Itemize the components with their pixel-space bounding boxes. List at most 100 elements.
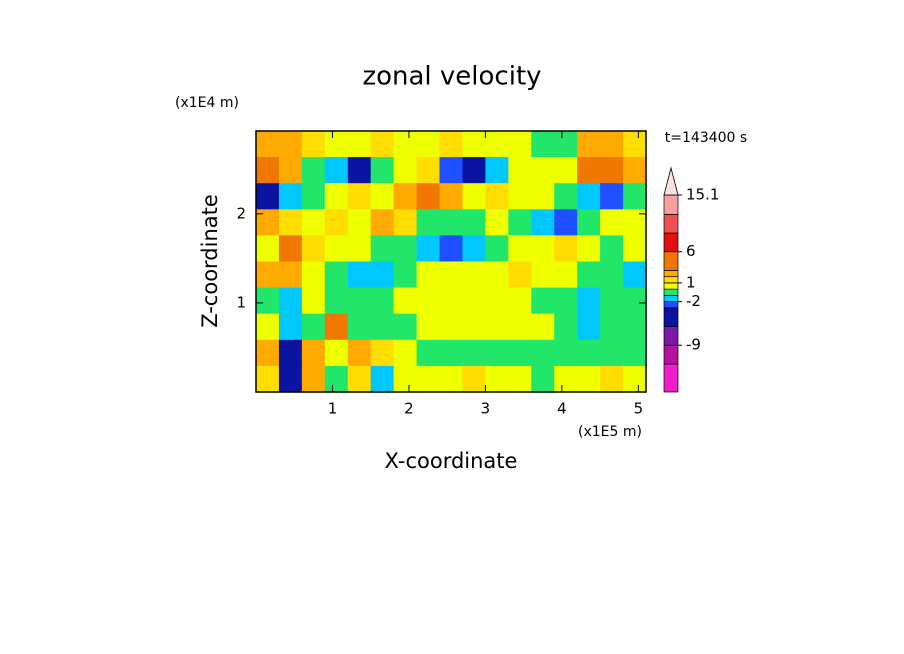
field-cell — [301, 209, 326, 236]
field-cell — [416, 287, 441, 315]
field-cell — [393, 313, 418, 341]
colorbar-arrow — [663, 166, 679, 196]
field-cell — [623, 339, 647, 367]
colorbar-box — [663, 282, 679, 290]
field-cell — [531, 131, 555, 158]
colorbar-tick-label: 6 — [686, 242, 696, 260]
field-cell — [485, 339, 509, 367]
field-cell — [301, 365, 326, 393]
field-cell — [600, 209, 624, 236]
field-cell — [508, 313, 532, 341]
field-cell — [256, 235, 280, 263]
field-cell — [347, 287, 372, 315]
field-cell — [600, 365, 624, 393]
colorbar-box — [663, 301, 679, 309]
field-cell — [531, 235, 555, 263]
field-cell — [623, 235, 647, 263]
field-cell — [508, 261, 532, 289]
field-cell — [600, 261, 624, 289]
x-tick-label: 1 — [328, 400, 338, 418]
x-tick-label: 5 — [634, 400, 644, 418]
field-cell — [416, 313, 441, 341]
field-cell — [485, 313, 509, 341]
field-cell — [324, 157, 349, 184]
field-cell — [531, 157, 555, 184]
y-tick-label: 1 — [236, 293, 246, 311]
field-cell — [508, 235, 532, 263]
colorbar-box — [663, 326, 679, 346]
field-cell — [324, 339, 349, 367]
field-cell — [416, 261, 441, 289]
field-cell — [600, 183, 624, 210]
field-cell — [600, 287, 624, 315]
x-multiplier: (x1E5 m) — [578, 424, 642, 440]
field-cell — [393, 131, 418, 158]
field-cell — [577, 287, 601, 315]
field-cell — [256, 131, 280, 158]
field-cell — [554, 131, 578, 158]
colorbar-tick-label: 15.1 — [686, 186, 719, 204]
field-cell — [347, 365, 372, 393]
field-cell — [554, 339, 578, 367]
field-cell — [416, 183, 441, 210]
field-cell — [623, 261, 647, 289]
field-cell — [393, 261, 418, 289]
field-cell — [416, 339, 441, 367]
colorbar-box — [663, 276, 679, 284]
field-cell — [485, 365, 509, 393]
field-cell — [554, 313, 578, 341]
field-cell — [600, 339, 624, 367]
field-cell — [508, 209, 532, 236]
field-cell — [531, 287, 555, 315]
field-cell — [439, 131, 464, 158]
field-cell — [485, 287, 509, 315]
field-cell — [531, 339, 555, 367]
x-tick-label: 4 — [557, 400, 567, 418]
field-cell — [485, 261, 509, 289]
field-cell — [256, 339, 280, 367]
field-cell — [370, 235, 395, 263]
field-cell — [439, 365, 464, 393]
field-cell — [554, 183, 578, 210]
field-cell — [416, 209, 441, 236]
field-cell — [508, 131, 532, 158]
field-cell — [370, 287, 395, 315]
field-cell — [439, 235, 464, 263]
field-cell — [324, 209, 349, 236]
field-cell — [256, 157, 280, 184]
field-cell — [416, 365, 441, 393]
field-cell — [554, 209, 578, 236]
field-cell — [393, 209, 418, 236]
field-cell — [623, 365, 647, 393]
field-cell — [577, 157, 601, 184]
field-cell — [439, 157, 464, 184]
field-cell — [347, 261, 372, 289]
field-cell — [416, 235, 441, 263]
colorbar-tick-label: -9 — [686, 336, 701, 354]
field-cell — [623, 131, 647, 158]
field-cell — [508, 339, 532, 367]
field-cell — [554, 365, 578, 393]
field-cell — [278, 157, 303, 184]
field-cell — [370, 313, 395, 341]
field-cell — [393, 339, 418, 367]
field-cell — [485, 235, 509, 263]
field-cell — [439, 183, 464, 210]
field-cell — [370, 183, 395, 210]
field-cell — [347, 131, 372, 158]
field-cell — [439, 261, 464, 289]
field-cell — [278, 339, 303, 367]
field-cell — [462, 365, 487, 393]
field-cell — [554, 235, 578, 263]
field-cell — [623, 183, 647, 210]
field-cell — [508, 365, 532, 393]
colorbar-box — [663, 307, 679, 327]
field-cell — [462, 157, 487, 184]
field-cell — [623, 209, 647, 236]
field-cell — [577, 235, 601, 263]
field-cell — [324, 235, 349, 263]
plot-frame — [255, 130, 647, 393]
field-cell — [278, 131, 303, 158]
field-cell — [600, 131, 624, 158]
field-cell — [416, 131, 441, 158]
